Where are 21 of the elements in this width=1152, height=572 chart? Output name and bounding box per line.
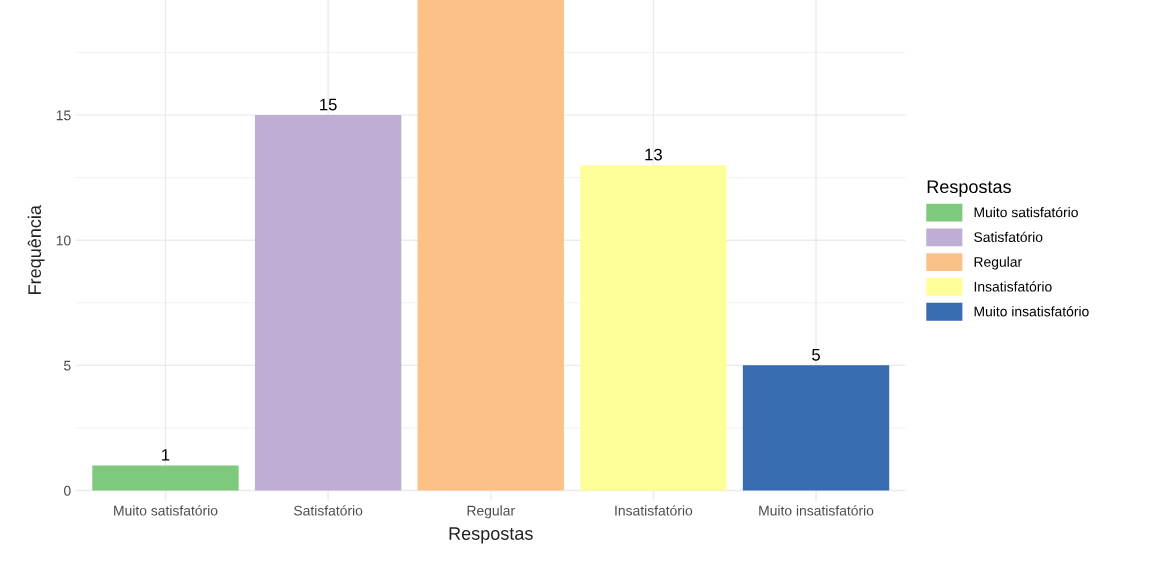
legend-label: Regular [974, 256, 1022, 270]
x-tick-label: Insatisfatório [615, 505, 693, 516]
legend-label: Muito insatisfatório [974, 306, 1089, 317]
y-axis-title: Frequência [27, 205, 45, 294]
y-tick-label: 10 [56, 235, 71, 246]
legend-label: Muito satisfatório [974, 206, 1078, 218]
y-tick-label: 5 [64, 360, 71, 371]
x-axis-title: Respostas [449, 527, 533, 544]
data-label: 15 [320, 98, 337, 111]
y-tick-label: 15 [56, 110, 71, 121]
legend-title: Respostas [927, 180, 1011, 197]
data-label: 5 [812, 349, 820, 361]
x-tick-label: Regular [467, 505, 515, 519]
x-tick-label: Muito insatisfatório [759, 505, 874, 516]
y-tick-label: 0 [63, 485, 71, 496]
data-label: 1 [162, 449, 170, 461]
x-tick-label: Satisfatório [294, 505, 363, 516]
x-tick-label: Muito satisfatório [114, 505, 218, 516]
data-label: 13 [645, 148, 662, 161]
legend-label: Insatisfatório [974, 281, 1052, 292]
legend-label: Satisfatório [974, 231, 1043, 243]
